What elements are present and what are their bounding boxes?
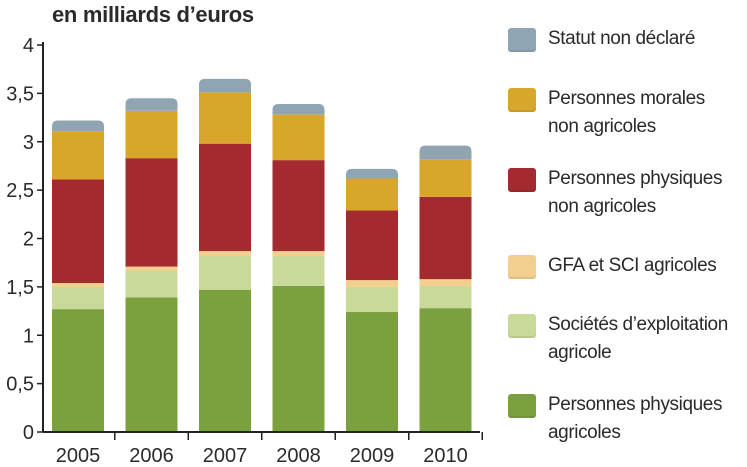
legend: Statut non déclaré Personnes morales non …	[508, 0, 747, 467]
legend-label: Personnes physiques non agricoles	[548, 168, 723, 217]
bar-segment	[199, 78, 251, 93]
legend-label: GFA et SCI agricoles	[548, 255, 717, 276]
unit-title: en milliards d’euros	[52, 2, 254, 27]
bar-segment	[52, 286, 104, 310]
bar-segment	[125, 98, 178, 111]
legend-item: Personnes physiques non agricoles	[508, 168, 722, 221]
y-tick-label: 2	[23, 229, 34, 251]
bar-segment	[125, 158, 178, 267]
bar-segment	[199, 251, 251, 256]
y-tick-label: 1,5	[6, 277, 34, 299]
x-tick-label: 2009	[350, 445, 395, 467]
bar-segment	[346, 168, 398, 179]
bar-segment	[52, 131, 104, 180]
y-tick-label: 3,5	[6, 83, 34, 105]
bar-segment	[419, 279, 472, 286]
legend-item: GFA et SCI agricoles	[508, 255, 717, 280]
bar-segment	[419, 159, 472, 197]
bar-segment	[52, 283, 104, 287]
x-tick-label: 2010	[423, 445, 468, 467]
y-tick-label: 0	[23, 422, 34, 444]
bar-segment	[125, 110, 178, 159]
bar-segment	[272, 285, 325, 432]
bar-segment	[346, 210, 398, 281]
bar-segment	[346, 178, 398, 211]
legend-swatch	[508, 28, 536, 52]
legend-label: Personnes morales non agricoles	[548, 88, 705, 137]
bars-group	[52, 78, 472, 432]
bar-segment	[52, 120, 104, 132]
bar-segment	[52, 179, 104, 284]
legend-swatch	[508, 88, 536, 112]
bar-segment	[346, 312, 398, 432]
bar-segment	[199, 255, 251, 290]
y-tick-label: 0,5	[6, 374, 34, 396]
bar-segment	[272, 251, 325, 256]
bar-segment	[346, 286, 398, 313]
y-tick-label: 2,5	[6, 180, 34, 202]
bar-segment	[272, 255, 325, 286]
bar-segment	[52, 309, 104, 432]
y-tick-label: 3	[23, 132, 34, 154]
bar-segment	[199, 289, 251, 432]
legend-label: Statut non déclaré	[548, 28, 696, 49]
x-tick-label: 2007	[203, 445, 248, 467]
legend-swatch	[508, 394, 536, 418]
legend-item: Sociétés d’exploitation agricole	[508, 314, 728, 367]
y-tick-label: 1	[23, 325, 34, 347]
legend-item: Statut non déclaré	[508, 28, 695, 53]
x-tick-label: 2008	[276, 445, 321, 467]
legend-label: Sociétés d’exploitation agricole	[548, 314, 728, 363]
bar-segment	[419, 285, 472, 309]
legend-label: Personnes physiques agricoles	[548, 394, 723, 443]
legend-item: Personnes morales non agricoles	[508, 88, 705, 141]
bar-segment	[272, 160, 325, 252]
bar-segment	[419, 145, 472, 160]
legend-item: Personnes physiques agricoles	[508, 394, 722, 447]
bar-segment	[419, 196, 472, 280]
axes-group: 2005 2006 2007 2008 2009 2010 0 0,5 1 1,5 2 2,5 3 3,5…	[6, 35, 483, 467]
bar-segment	[272, 104, 325, 115]
bar-segment	[419, 308, 472, 432]
bar-segment	[125, 270, 178, 298]
x-tick-label: 2005	[56, 445, 101, 467]
y-tick-label: 4	[23, 35, 34, 57]
bar-segment	[199, 92, 251, 144]
bar-segment	[125, 297, 178, 432]
legend-swatch	[508, 255, 536, 279]
legend-swatch	[508, 168, 536, 192]
bar-segment	[125, 266, 178, 271]
x-tick-label: 2006	[129, 445, 174, 467]
bar-segment	[199, 143, 251, 252]
legend-swatch	[508, 314, 536, 338]
bar-segment	[346, 280, 398, 287]
bar-segment	[272, 114, 325, 161]
